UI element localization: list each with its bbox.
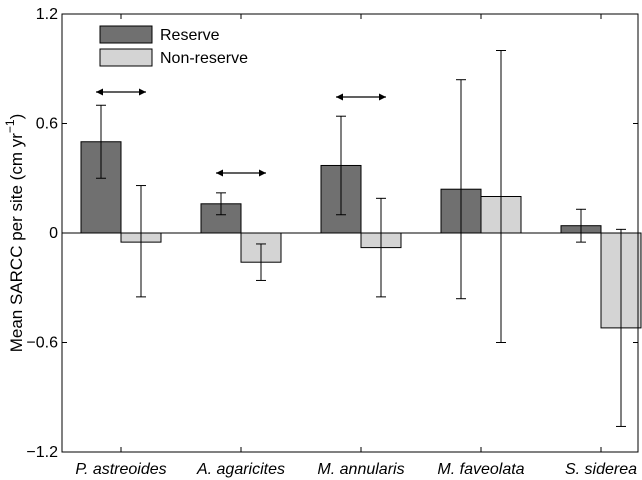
y-tick-label: 0.6 xyxy=(36,116,58,133)
x-tick-label-m-annularis: M. annularis xyxy=(317,461,404,478)
x-tick-label-p-astreoides: P. astreoides xyxy=(75,461,166,478)
y-axis-title: Mean SARCC per site (cm yr−1) xyxy=(3,114,26,353)
y-axis-title-superscript: −1 xyxy=(3,119,17,133)
y-tick-label: 1.2 xyxy=(36,6,58,23)
x-axis-ticks: P. astreoides A. agaricites M. annularis M.… xyxy=(75,14,637,478)
error-bar-non-reserve-m-faveolata xyxy=(496,50,506,343)
error-bar-reserve-m-faveolata xyxy=(456,79,466,300)
y-tick-label: −0.6 xyxy=(26,335,58,352)
double-arrow-a-agaricites xyxy=(216,169,266,177)
arrow-head-left xyxy=(216,169,223,177)
error-bar-reserve-m-annularis xyxy=(336,115,346,216)
y-tick-label: −1.2 xyxy=(26,444,58,461)
error-bar-reserve-s-siderea xyxy=(576,208,586,243)
y-tick-label: 0 xyxy=(49,225,58,242)
arrow-head-left xyxy=(96,88,103,96)
error-bar-reserve-p-astreoides xyxy=(96,104,106,179)
y-axis-ticks: −1.2 −0.6 0 0.6 1.2 xyxy=(26,6,638,461)
arrow-head-left xyxy=(336,93,343,101)
arrow-head-right xyxy=(139,88,146,96)
error-bar-non-reserve-s-siderea xyxy=(616,228,626,427)
arrow-head-right xyxy=(379,93,386,101)
double-arrow-p-astreoides xyxy=(96,88,146,96)
error-bar-non-reserve-p-astreoides xyxy=(136,185,146,298)
error-bar-reserve-a-agaricites xyxy=(216,192,226,216)
legend-swatch-non-reserve xyxy=(99,48,153,67)
error-bar-non-reserve-a-agaricites xyxy=(256,243,266,281)
error-bars-layer xyxy=(96,50,626,427)
x-tick-label-a-agaricites: A. agaricites xyxy=(196,461,285,478)
arrow-head-right xyxy=(259,169,266,177)
arrows-layer xyxy=(96,88,386,177)
error-bar-non-reserve-m-annularis xyxy=(376,197,386,298)
legend: Reserve Non-reserve xyxy=(99,25,248,67)
x-tick-label-m-faveolata: M. faveolata xyxy=(437,461,524,478)
y-axis-title-text: Mean SARCC per site (cm yr xyxy=(7,133,26,352)
legend-label-reserve: Reserve xyxy=(160,27,220,44)
legend-swatch-reserve xyxy=(99,25,153,44)
double-arrow-m-annularis xyxy=(336,93,386,101)
legend-label-non-reserve: Non-reserve xyxy=(160,50,248,67)
y-axis-title-close: ) xyxy=(7,114,26,120)
x-tick-label-s-siderea: S. siderea xyxy=(565,461,637,478)
